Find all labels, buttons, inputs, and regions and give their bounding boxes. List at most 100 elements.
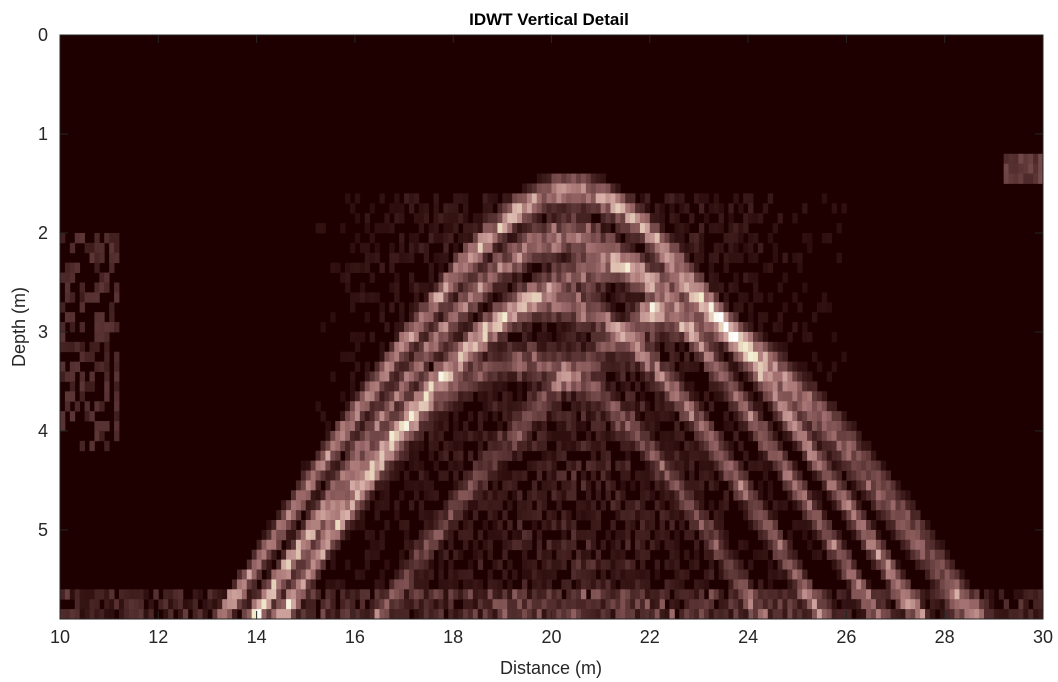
heatmap-cell [526,252,533,264]
heatmap-cell [772,381,778,392]
heatmap-cell [482,213,489,224]
heatmap-cell [561,381,567,392]
heatmap-cell [861,490,867,501]
heatmap-cell [630,322,636,333]
heatmap-cell [502,599,508,610]
heatmap-cell [787,421,793,432]
heatmap-cell [399,252,405,264]
heatmap-cell [497,351,503,363]
heatmap-cell [674,470,680,481]
heatmap-cell [802,490,808,501]
heatmap-cell [413,371,420,382]
heatmap-cell [359,401,366,412]
y-tick-label: 0 [38,25,48,45]
heatmap-cell [659,401,665,412]
heatmap-cell [281,559,287,570]
heatmap-cell [753,430,759,442]
heatmap-cell [649,450,656,462]
heatmap-cell [846,430,852,442]
heatmap-cell [536,539,543,551]
heatmap-cell [585,302,592,313]
heatmap-cell [939,539,946,551]
heatmap-cell [60,421,66,432]
heatmap-cell [723,302,729,313]
heatmap-cell [522,539,528,551]
heatmap-cell [807,520,813,531]
heatmap-cell [944,599,951,610]
heatmap-cell [399,232,405,244]
heatmap-cell [310,520,316,531]
heatmap-cell [885,480,892,491]
heatmap-cell [782,609,788,620]
heatmap-cell [546,411,552,422]
heatmap-cell [654,292,661,303]
heatmap-cell [831,500,837,511]
heatmap-cell [777,500,783,511]
heatmap-cell [571,589,577,600]
heatmap-cell [349,460,356,471]
heatmap-cell [463,430,469,442]
heatmap-cell [816,589,823,600]
heatmap-cell [728,401,734,412]
heatmap-cell [915,549,921,561]
heatmap-cell [792,213,798,224]
heatmap-cell [467,331,474,343]
heatmap-cell [448,292,454,303]
heatmap-cell [428,401,434,412]
heatmap-cell [757,421,764,432]
heatmap-cell [757,331,764,343]
heatmap-cell [492,460,498,471]
heatmap-cell [389,302,395,313]
heatmap-cell [635,262,641,273]
heatmap-cell [517,282,523,293]
heatmap-cell [1013,173,1019,184]
heatmap-cell [674,589,680,600]
heatmap-cell [1003,153,1009,165]
heatmap-cell [374,470,380,481]
heatmap-cell [315,490,321,501]
heatmap-cell [453,391,459,402]
heatmap-cell [610,500,616,511]
heatmap-cell [836,470,842,481]
heatmap-cell [291,549,297,561]
heatmap-cell [408,401,415,412]
heatmap-cell [605,341,611,353]
heatmap-cell [497,262,503,273]
heatmap-cell [905,549,911,561]
heatmap-cell [674,292,680,303]
heatmap-cell [79,282,85,293]
heatmap-cell [792,361,798,372]
heatmap-cell [787,411,793,422]
heatmap-cell [109,609,115,620]
heatmap-cell [694,401,700,412]
heatmap-cell [325,450,331,462]
heatmap-cell [345,262,351,273]
heatmap-cell [571,312,577,323]
heatmap-cell [826,539,833,551]
heatmap-cell [659,322,665,333]
heatmap-cell [674,302,680,313]
heatmap-cell [659,331,665,343]
heatmap-cell [620,193,626,204]
heatmap-cell [502,609,508,620]
heatmap-cell [482,589,489,600]
heatmap-cell [404,351,410,363]
heatmap-cell [359,440,366,452]
heatmap-cell [556,391,562,402]
heatmap-cell [453,302,459,313]
heatmap-cell [566,480,572,491]
heatmap-cell [639,193,646,204]
heatmap-cell [684,549,690,561]
heatmap-cell [797,569,803,580]
heatmap-cell [1013,589,1019,600]
heatmap-cell [925,569,931,580]
heatmap-cell [689,331,695,343]
heatmap-cell [694,421,700,432]
heatmap-cell [615,411,621,422]
heatmap-cell [836,569,842,580]
heatmap-cell [458,282,464,293]
heatmap-cell [910,529,916,541]
heatmap-cell [335,579,341,590]
heatmap-cell [929,529,936,541]
heatmap-cell [708,223,715,234]
